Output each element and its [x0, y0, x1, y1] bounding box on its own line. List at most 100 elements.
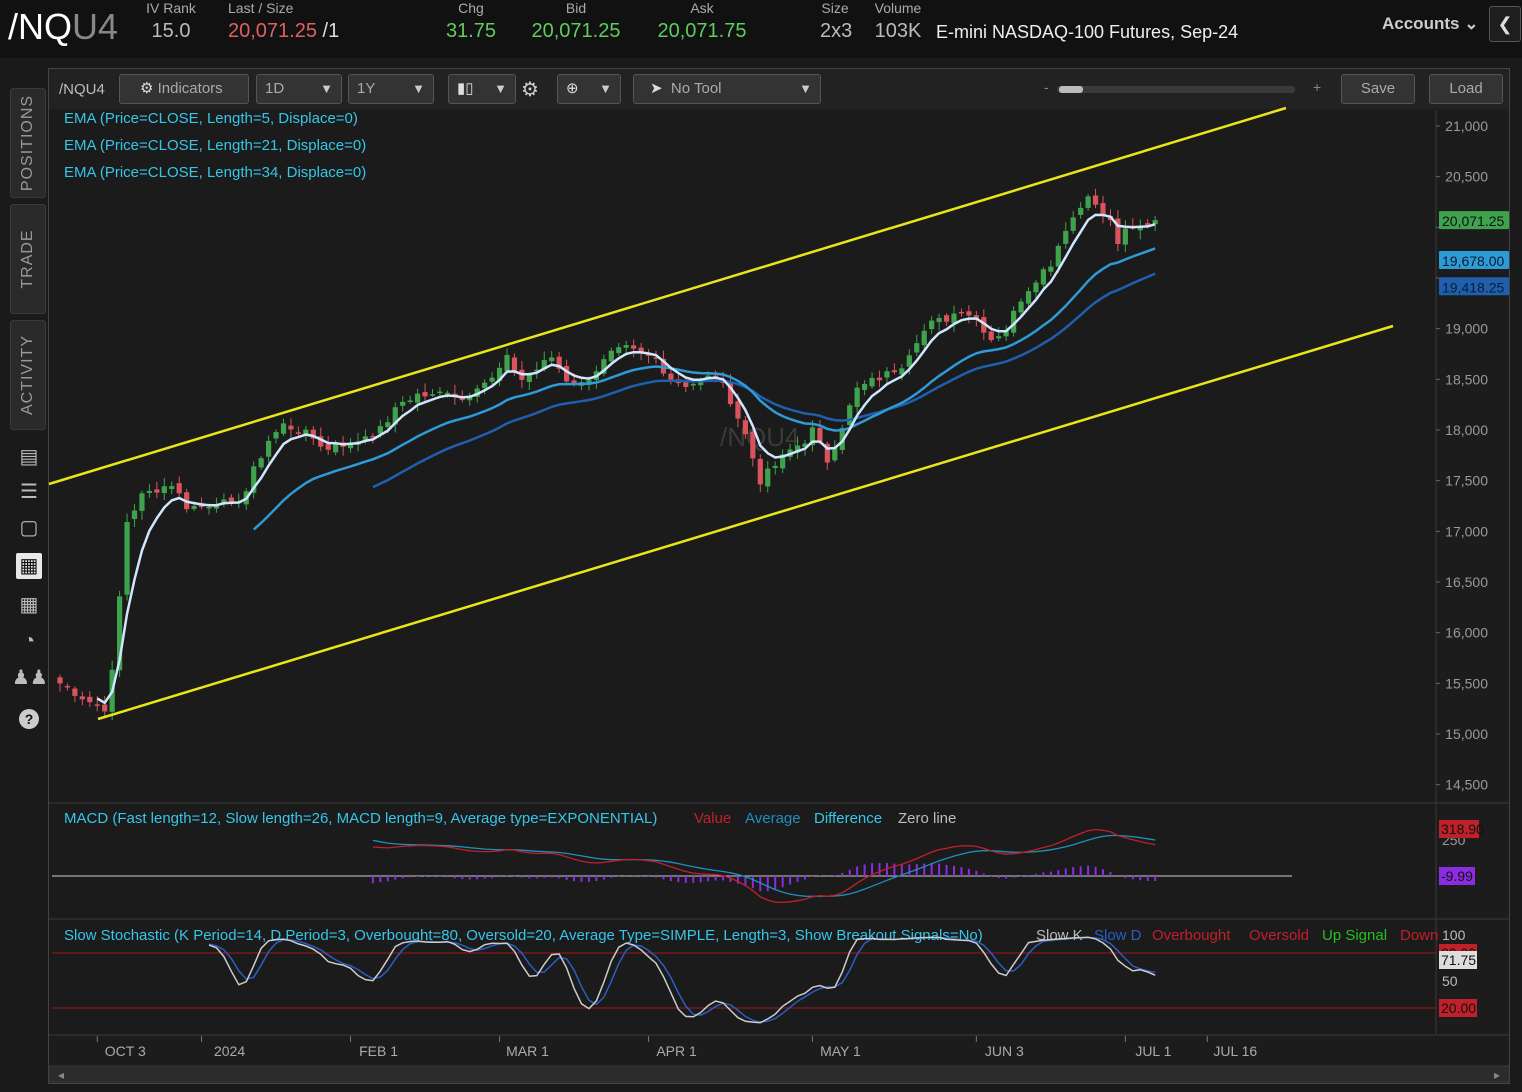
gauge-icon[interactable]: ◔ [22, 630, 36, 652]
candle [690, 383, 696, 386]
candle [862, 383, 868, 390]
tab-trade[interactable]: TRADE [10, 204, 46, 314]
candle [780, 454, 786, 469]
slow-k-badge-label: 71.75 [1441, 952, 1476, 968]
quote-field-number: 31.75 [445, 20, 497, 42]
quote-field-iv-rank: IV Rank 15.0 [146, 0, 196, 43]
candle [943, 315, 950, 322]
time-tick-label: 2024 [214, 1043, 245, 1059]
candle [869, 377, 875, 387]
candle [169, 486, 175, 489]
collapse-panel-button[interactable]: ❮ [1489, 6, 1521, 42]
accounts-menu-button[interactable]: Accounts ⌄ [1382, 14, 1478, 34]
candle [653, 357, 659, 359]
price-tick-label: 19,000 [1445, 321, 1488, 337]
zoom-slider-thumb[interactable] [1059, 86, 1083, 93]
ema-34-line [372, 272, 1156, 489]
chevron-down-icon: ▼ [412, 81, 425, 96]
grid-icon[interactable]: ▦ [19, 594, 39, 616]
ema-study-label: EMA (Price=CLOSE, Length=34, Displace=0) [64, 164, 366, 181]
chart-drawing-icon[interactable]: ▦ [16, 553, 42, 579]
macd-diff-badge-label: -9.99 [1441, 868, 1473, 884]
stochastic-legend-item: Overbought [1152, 927, 1231, 944]
chevron-left-icon: ❮ [1497, 14, 1513, 34]
price-tick-label: 16,000 [1445, 625, 1488, 641]
candle [72, 688, 78, 696]
lower-channel-line[interactable] [97, 324, 1394, 721]
help-icon[interactable]: ? [16, 705, 42, 731]
time-tick-label: MAY 1 [820, 1043, 861, 1059]
zoom-out-button[interactable]: - [1044, 79, 1049, 95]
range-select[interactable]: 1Y ▼ [348, 74, 434, 104]
candle [988, 331, 994, 341]
zoom-in-button[interactable]: + [1313, 79, 1322, 95]
crosshair-icon: ⊕ [566, 80, 579, 97]
quote-field-value: 103K [870, 20, 926, 43]
load-button[interactable]: Load [1429, 74, 1503, 104]
candle [273, 432, 279, 439]
candle [94, 704, 100, 706]
zoom-slider[interactable] [1057, 86, 1295, 93]
candle [392, 407, 398, 425]
indicators-button[interactable]: ⚙ Indicators [119, 74, 249, 104]
ema-study-label: EMA (Price=CLOSE, Length=21, Displace=0) [64, 137, 366, 154]
candle [1078, 207, 1084, 215]
upper-channel-line[interactable] [48, 106, 1287, 486]
horizontal-scrollbar[interactable] [48, 1065, 1510, 1083]
tab-positions[interactable]: POSITIONS [10, 88, 46, 198]
macd-legend-item: Difference [814, 810, 882, 827]
candle [228, 497, 234, 502]
candle [444, 392, 450, 395]
time-tick-label: JUN 3 [985, 1043, 1024, 1059]
macd-pane[interactable] [49, 804, 1437, 918]
price-tick-label: 18,500 [1445, 371, 1488, 387]
time-axis[interactable] [49, 1036, 1509, 1064]
news-icon[interactable]: ▤ [19, 446, 39, 468]
price-tick-label: 14,500 [1445, 777, 1488, 793]
candle [422, 392, 428, 397]
drawing-style-select[interactable]: ⊕ ▼ [557, 74, 621, 104]
candle [571, 380, 577, 385]
list-icon[interactable]: ☰ [20, 481, 38, 503]
quote-field-number: 20,071.25 [531, 20, 621, 42]
tab-activity[interactable]: ACTIVITY [10, 320, 46, 430]
quote-field-chg: Chg 31.75 [444, 0, 498, 43]
main-pane[interactable] [49, 110, 1437, 802]
price-tick-label: 20,500 [1445, 169, 1488, 185]
candle [1100, 202, 1106, 216]
quote-field-number: 2x3 [820, 20, 853, 42]
chart-style-select[interactable]: ▮▯ ▼ [448, 74, 516, 104]
candle [981, 317, 987, 333]
stochastic-legend-item: Slow D [1094, 927, 1142, 944]
settings-gear-icon[interactable]: ⚙ [521, 79, 539, 101]
candle [117, 596, 123, 671]
save-button[interactable]: Save [1341, 74, 1415, 104]
time-tick-label: FEB 1 [359, 1043, 398, 1059]
candlestick-icon: ▮▯ [457, 80, 474, 97]
time-tick-label: MAR 1 [506, 1043, 549, 1059]
candle [213, 505, 220, 509]
people-icon[interactable]: ♟♟ [12, 667, 48, 689]
cursor-icon: ➤ [650, 80, 663, 97]
macd-legend-item: Average [745, 810, 801, 827]
interval-select[interactable]: 1D ▼ [256, 74, 342, 104]
candle [623, 345, 629, 348]
stochastic-tick-label: 100 [1442, 927, 1466, 943]
time-tick-label: APR 1 [656, 1043, 697, 1059]
candle [891, 370, 897, 373]
tv-icon[interactable]: ▢ [19, 517, 39, 539]
candle [847, 405, 853, 426]
chart-symbol[interactable]: /NQU4 [59, 81, 105, 98]
symbol-title[interactable]: /NQU4 [8, 6, 118, 48]
candle [400, 401, 406, 406]
tool-select[interactable]: ➤ No Tool ▼ [633, 74, 821, 104]
price-tick-label: 18,000 [1445, 422, 1488, 438]
candle [1122, 228, 1128, 245]
slow-d-line [208, 936, 1156, 1023]
candle [936, 317, 942, 323]
candle [377, 426, 383, 434]
candle [556, 356, 562, 369]
candle [318, 436, 324, 447]
